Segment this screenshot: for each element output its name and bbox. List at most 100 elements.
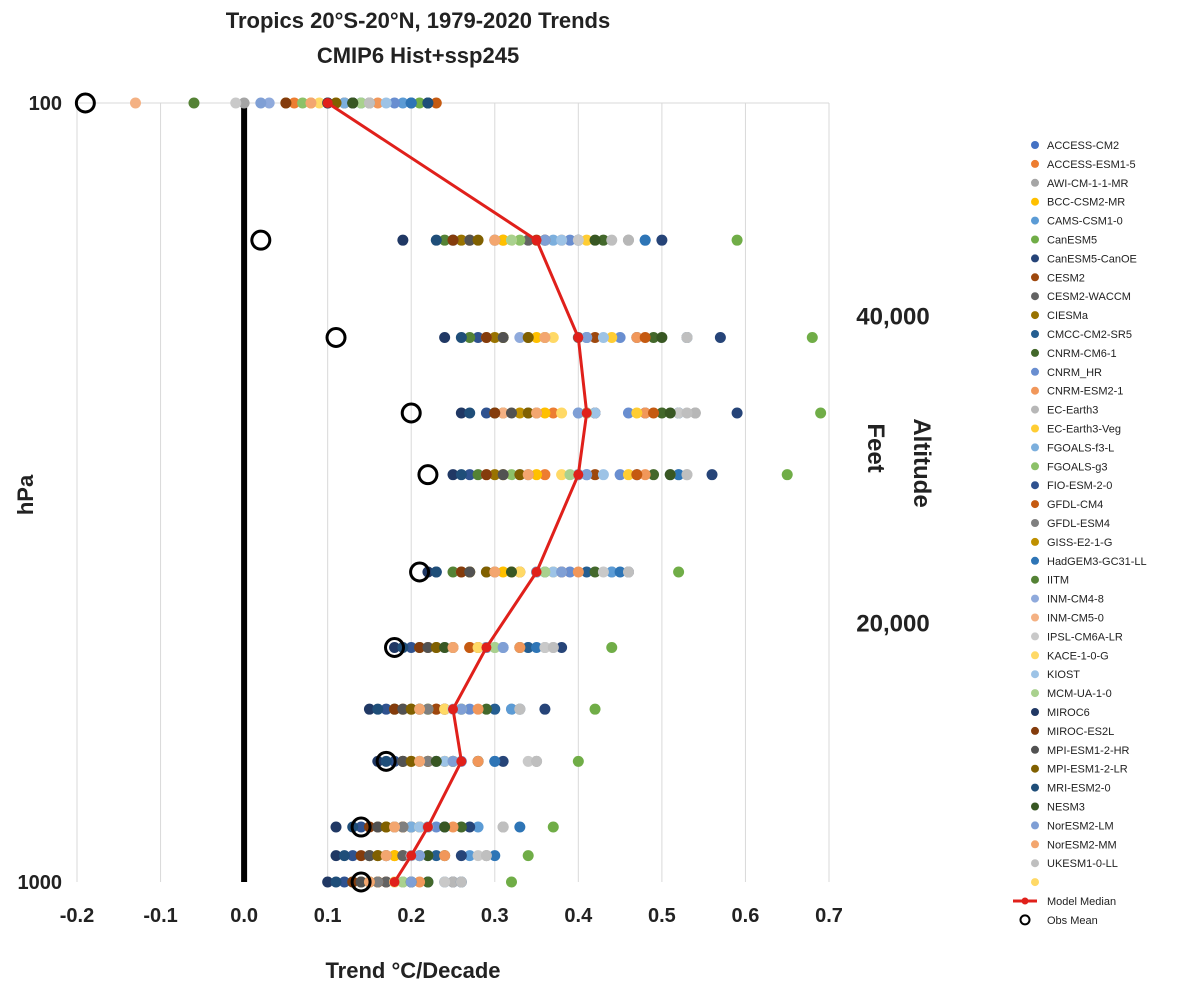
model-median-point (573, 469, 584, 480)
model-point (564, 469, 576, 481)
model-point (514, 566, 526, 578)
model-point (514, 332, 526, 344)
model-median-polyline (326, 101, 589, 883)
legend-marker (1031, 178, 1039, 187)
model-point (581, 469, 593, 481)
model-point (430, 821, 442, 833)
legend-label: ACCESS-CM2 (1047, 140, 1119, 152)
model-point (480, 332, 492, 344)
x-axis-label: Trend °C/Decade (325, 958, 500, 983)
model-median-point (581, 407, 592, 418)
model-point (338, 850, 350, 862)
legend-marker (1031, 519, 1039, 527)
model-point (497, 234, 509, 246)
legend-marker (1031, 821, 1039, 830)
model-point (489, 332, 501, 344)
legend-marker (1031, 783, 1039, 792)
model-point (522, 850, 534, 862)
model-point (589, 407, 601, 419)
model-point (372, 97, 384, 109)
legend-marker (1031, 632, 1039, 641)
model-point (464, 850, 476, 862)
model-point (489, 566, 501, 578)
model-point (489, 850, 501, 862)
model-point (731, 234, 743, 246)
model-point (447, 234, 459, 246)
legend-marker (1031, 708, 1039, 716)
model-point (397, 703, 409, 715)
model-point (447, 821, 459, 833)
model-point (455, 332, 467, 344)
model-point (656, 234, 668, 246)
model-point (405, 821, 417, 833)
model-point (714, 332, 726, 344)
model-point (405, 755, 417, 767)
model-point (263, 97, 275, 109)
model-point (547, 566, 559, 578)
model-median-point (406, 850, 417, 861)
model-point (455, 566, 467, 578)
model-point (455, 821, 467, 833)
legend-label: EC-Earth3-Veg (1047, 424, 1121, 436)
model-median-point (448, 704, 458, 715)
model-point (405, 876, 417, 888)
x-tick-label: 0.6 (732, 905, 760, 927)
obs-mean-marker (375, 750, 397, 772)
model-point (597, 566, 609, 578)
model-point (430, 755, 442, 767)
model-point (572, 234, 584, 246)
legend-marker (1031, 141, 1039, 149)
model-point (447, 876, 459, 888)
model-point (656, 332, 668, 344)
model-point (305, 97, 317, 109)
model-point (472, 332, 484, 344)
model-point (297, 97, 309, 109)
legend-label: ACCESS-ESM1-5 (1047, 159, 1136, 171)
model-point (497, 469, 509, 481)
model-median-point (531, 567, 542, 578)
model-point (472, 850, 484, 862)
model-point (355, 876, 367, 888)
altitude-tick-label: 20,000 (856, 611, 929, 638)
model-point (472, 234, 484, 246)
model-point (464, 703, 476, 715)
model-point (581, 332, 593, 344)
model-point (389, 641, 401, 653)
model-point (806, 332, 818, 344)
legend-label: KACE-1-0-G (1047, 650, 1109, 662)
model-point (531, 755, 543, 767)
model-point (238, 97, 250, 109)
model-point (414, 850, 426, 862)
model-point (539, 332, 551, 344)
model-point (514, 703, 526, 715)
model-point (480, 407, 492, 419)
model-point (472, 469, 484, 481)
legend-marker (1031, 424, 1039, 433)
x-tick-label: 0.5 (648, 905, 676, 927)
x-tick-label: -0.2 (60, 905, 94, 927)
x-tick-label: 0.1 (314, 905, 342, 927)
model-point (414, 97, 426, 109)
model-point (347, 850, 359, 862)
model-point (464, 566, 476, 578)
legend-marker (1031, 159, 1039, 168)
legend-marker (1031, 726, 1039, 735)
model-point (514, 821, 526, 833)
model-point (606, 566, 618, 578)
model-point (505, 876, 517, 888)
model-point (330, 850, 342, 862)
model-point (389, 97, 401, 109)
model-point (547, 234, 559, 246)
model-point (422, 755, 434, 767)
chart-title: Tropics 20°S-20°N, 1979-2020 Trends (226, 8, 610, 33)
model-point (355, 821, 367, 833)
model-point (505, 407, 517, 419)
altitude-axis: Altitude Feet 40,000 20,000 (856, 304, 935, 638)
model-point (455, 876, 467, 888)
model-point (405, 703, 417, 715)
chart-subtitle: CMIP6 Hist+ssp245 (317, 43, 519, 68)
legend-marker (1031, 689, 1039, 698)
model-point (439, 234, 451, 246)
legend-label: CNRM_HR (1047, 367, 1102, 379)
model-point (480, 566, 492, 578)
